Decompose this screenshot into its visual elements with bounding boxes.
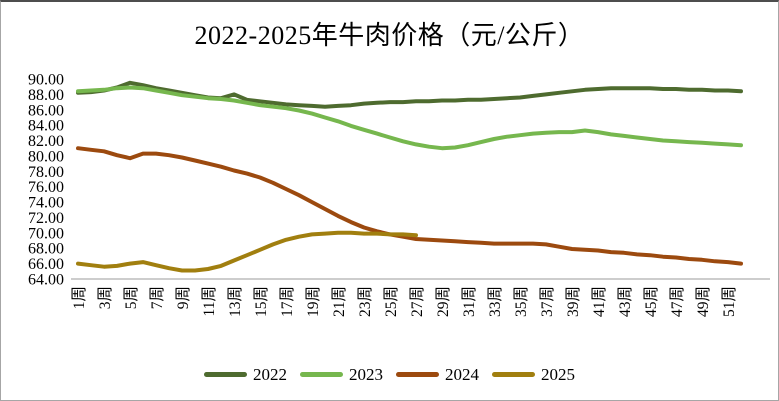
x-tick-label: 39周 [565, 286, 582, 317]
x-tick-label: 13周 [227, 286, 244, 317]
y-tick-label: 66.00 [28, 256, 64, 273]
x-tick-label: 19周 [305, 286, 322, 317]
x-tick-label: 43周 [617, 286, 634, 317]
legend-label-2024: 2024 [445, 364, 479, 384]
x-tick-label: 27周 [409, 286, 426, 317]
legend-item-2022: 2022 [204, 366, 287, 383]
x-tick-label: 51周 [721, 286, 738, 317]
x-tick-label: 25周 [383, 286, 400, 317]
x-tick-label: 21周 [331, 286, 348, 317]
series-line-2024 [76, 146, 743, 266]
legend-swatch-2022 [204, 371, 247, 377]
x-tick-label: 47周 [669, 286, 686, 317]
y-tick-label: 86.00 [28, 102, 64, 119]
x-tick-label: 9周 [175, 286, 192, 309]
y-tick-label: 78.00 [28, 164, 64, 181]
y-tick-label: 80.00 [28, 148, 64, 165]
y-tick-label: 84.00 [28, 118, 64, 135]
legend: 2022 2023 2024 2025 [1, 362, 778, 386]
y-tick-label: 82.00 [28, 133, 64, 150]
series-line-2025 [76, 230, 418, 273]
x-tick-label: 17周 [279, 286, 296, 317]
legend-item-2025: 2025 [492, 366, 575, 383]
y-tick-label: 68.00 [28, 241, 64, 258]
legend-label-2022: 2022 [253, 364, 287, 384]
x-tick-label: 1周 [71, 286, 88, 309]
x-tick-label: 23周 [357, 286, 374, 317]
legend-swatch-2024 [396, 371, 439, 377]
x-tick-label: 49周 [695, 286, 712, 317]
x-tick-label: 31周 [461, 286, 478, 317]
x-tick-label: 37周 [539, 286, 556, 317]
x-tick-label: 15周 [253, 286, 270, 317]
x-tick-label: 35周 [513, 286, 530, 317]
legend-swatch-2023 [300, 371, 343, 377]
x-tick-label: 33周 [487, 286, 504, 317]
legend-swatch-2025 [492, 371, 535, 377]
series-line-2023 [76, 85, 743, 151]
y-tick-label: 72.00 [28, 210, 64, 227]
y-tick-label: 90.00 [28, 72, 64, 89]
chart-title: 2022-2025年牛肉价格（元/公斤） [194, 21, 585, 50]
y-tick-label: 70.00 [28, 225, 64, 242]
y-tick-label: 88.00 [28, 87, 64, 104]
x-tick-label: 29周 [435, 286, 452, 317]
x-tick-label: 11周 [201, 286, 218, 316]
y-tick-label: 64.00 [28, 272, 64, 289]
x-tick-label: 7周 [149, 286, 166, 309]
x-tick-label: 5周 [123, 286, 140, 309]
x-tick-label: 45周 [643, 286, 660, 317]
y-tick-label: 74.00 [28, 195, 64, 212]
x-tick-label: 41周 [591, 286, 608, 317]
legend-label-2025: 2025 [541, 364, 575, 384]
legend-label-2023: 2023 [349, 364, 383, 384]
y-tick-label: 76.00 [28, 179, 64, 196]
legend-item-2024: 2024 [396, 366, 479, 383]
x-tick-label: 3周 [97, 286, 114, 309]
legend-item-2023: 2023 [300, 366, 383, 383]
